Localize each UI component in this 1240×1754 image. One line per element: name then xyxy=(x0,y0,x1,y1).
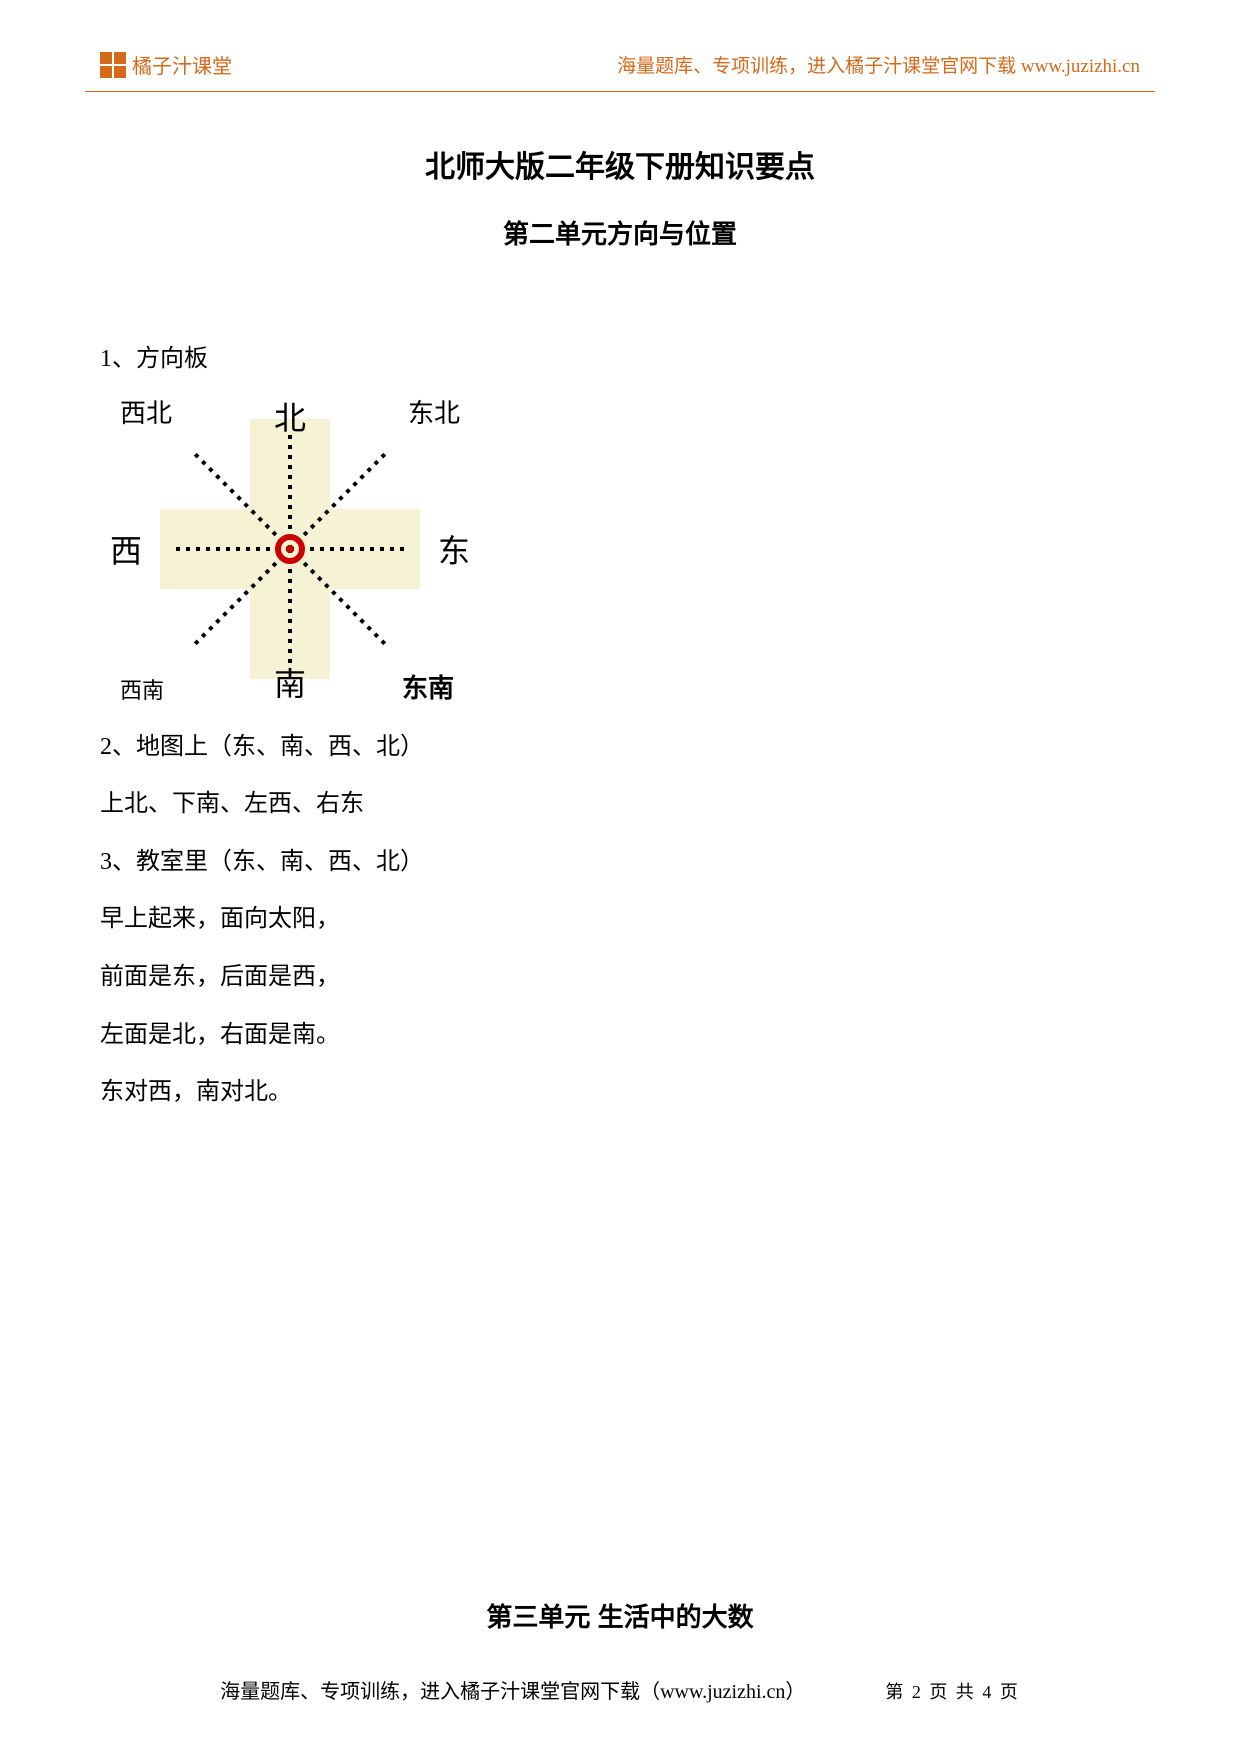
unit2-title: 第二单元方向与位置 xyxy=(100,214,1140,251)
brand-name: 橘子汁课堂 xyxy=(132,50,232,79)
unit3-title: 第三单元 生活中的大数 xyxy=(0,1597,1240,1634)
line-2b: 上北、下南、左西、右东 xyxy=(100,776,1140,834)
page-header: 橘子汁课堂 海量题库、专项训练，进入橘子汁课堂官网下载 www.juzizhi.… xyxy=(85,0,1155,92)
line-3c: 左面是北，右面是南。 xyxy=(100,1007,1140,1065)
compass-svg xyxy=(140,399,440,699)
header-tagline: 海量题库、专项训练，进入橘子汁课堂官网下载 www.juzizhi.cn xyxy=(617,51,1140,78)
label-east: 东 xyxy=(438,526,470,572)
header-left: 橘子汁课堂 xyxy=(100,50,232,79)
logo-icon xyxy=(100,52,126,78)
label-north: 北 xyxy=(274,393,306,439)
label-southeast: 东南 xyxy=(402,668,454,705)
footer-left: 海量题库、专项训练，进入橘子汁课堂官网下载（www.juzizhi.cn） xyxy=(220,1675,805,1704)
compass-diagram: 北 南 东 西 西北 东北 西南 东南 xyxy=(140,399,440,699)
footer-right: 第 2 页 共 4 页 xyxy=(885,1678,1020,1704)
label-northwest: 西北 xyxy=(120,393,172,430)
line-3b: 前面是东，后面是西， xyxy=(100,949,1140,1007)
label-northeast: 东北 xyxy=(408,393,460,430)
line-3d: 东对西，南对北。 xyxy=(100,1064,1140,1122)
content: 北师大版二年级下册知识要点 第二单元方向与位置 1、方向板 北 xyxy=(0,92,1240,1122)
label-south: 南 xyxy=(274,659,306,705)
compass-center-dot xyxy=(286,545,294,553)
line-2: 2、地图上（东、南、西、北） xyxy=(100,719,1140,777)
label-southwest: 西南 xyxy=(120,673,164,705)
compass-wrap: 北 南 东 西 西北 东北 西南 东南 xyxy=(140,399,480,699)
line-3a: 早上起来，面向太阳， xyxy=(100,891,1140,949)
label-west: 西 xyxy=(110,526,142,572)
section1-heading: 1、方向板 xyxy=(100,331,1140,389)
page-footer: 海量题库、专项训练，进入橘子汁课堂官网下载（www.juzizhi.cn） 第 … xyxy=(0,1675,1240,1704)
doc-title: 北师大版二年级下册知识要点 xyxy=(100,142,1140,186)
line-3: 3、教室里（东、南、西、北） xyxy=(100,834,1140,892)
